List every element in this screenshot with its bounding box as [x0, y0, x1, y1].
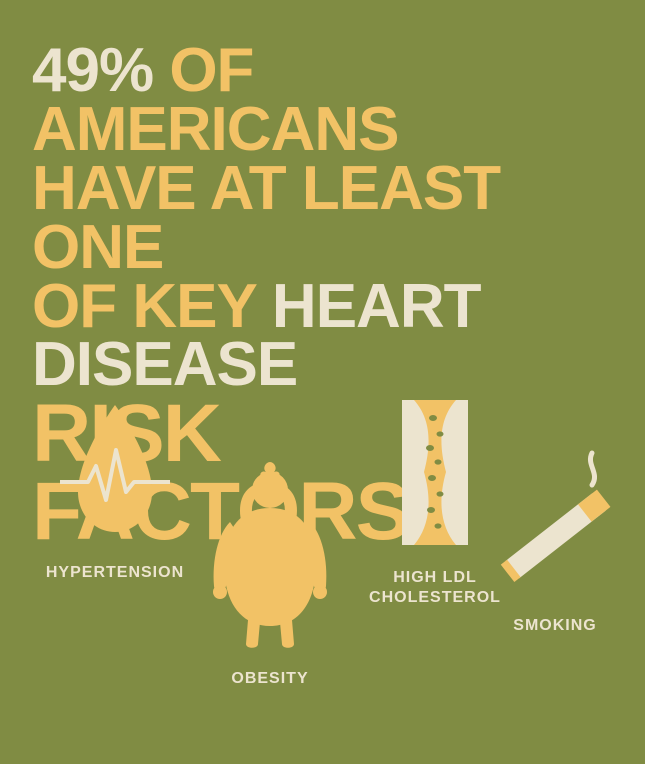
factor-label: SMOKING [475, 616, 635, 636]
blood-drop-ecg-icon [40, 400, 190, 545]
factor-label: OBESITY [195, 669, 345, 689]
obese-figure-icon [195, 460, 345, 655]
factor-smoking: SMOKING [475, 435, 635, 636]
factor-obesity: OBESITY [195, 460, 345, 689]
risk-factors-row: HYPERTENSION [0, 400, 645, 764]
headline-seg-2: HAVE AT LEAST ONE [32, 160, 613, 278]
cigarette-icon [475, 435, 635, 610]
factor-label: HYPERTENSION [40, 563, 190, 583]
factor-hypertension: HYPERTENSION [40, 400, 190, 583]
